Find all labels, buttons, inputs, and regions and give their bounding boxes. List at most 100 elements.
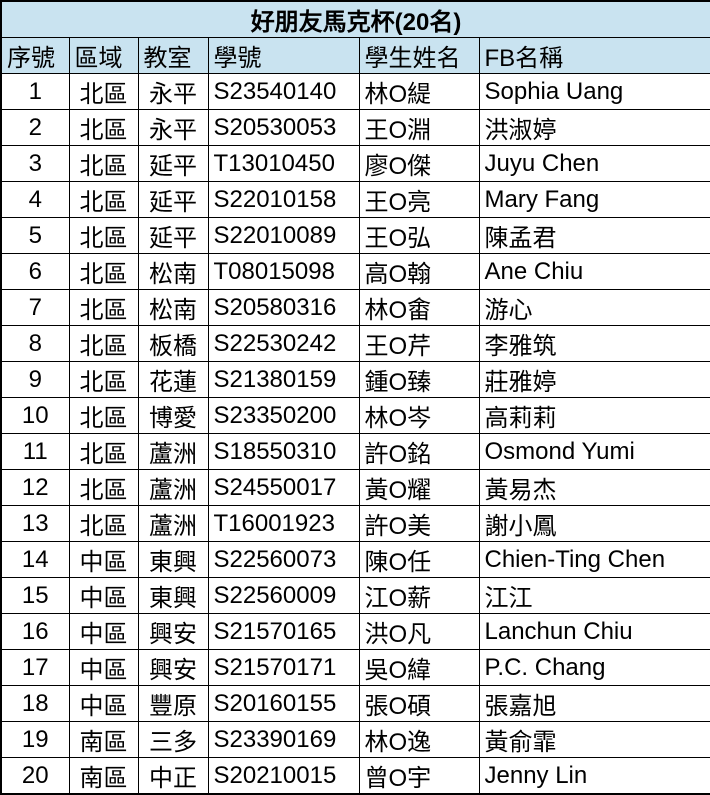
header-region: 區域 — [68, 37, 139, 74]
cell-student-id: S23540140 — [207, 73, 360, 110]
cell-fb-name: Juyu Chen — [478, 145, 710, 182]
cell-fb-name: Osmond Yumi — [478, 433, 710, 470]
cell-student-id: S20580316 — [207, 289, 360, 326]
cell-student-name: 張O碩 — [358, 685, 480, 722]
table-row: 5 北區 延平 S22010089 王O弘 陳孟君 — [0, 217, 710, 254]
cell-student-id: S22560009 — [207, 577, 360, 614]
cell-no: 17 — [0, 649, 70, 686]
cell-region: 北區 — [68, 109, 139, 146]
cell-region: 北區 — [68, 505, 139, 542]
cell-region: 北區 — [68, 289, 139, 326]
table-row: 10 北區 博愛 S23350200 林O岑 高莉莉 — [0, 397, 710, 434]
cell-region: 南區 — [68, 757, 139, 795]
cell-student-id: S21570171 — [207, 649, 360, 686]
table-row: 4 北區 延平 S22010158 王O亮 Mary Fang — [0, 181, 710, 218]
table-row: 13 北區 蘆洲 T16001923 許O美 謝小鳳 — [0, 505, 710, 542]
cell-classroom: 蘆洲 — [137, 505, 209, 542]
table-row: 6 北區 松南 T08015098 高O翰 Ane Chiu — [0, 253, 710, 290]
cell-no: 4 — [0, 181, 70, 218]
cell-no: 18 — [0, 685, 70, 722]
table-row: 19 南區 三多 S23390169 林O逸 黃俞霏 — [0, 721, 710, 758]
cell-classroom: 永平 — [137, 109, 209, 146]
cell-student-id: S21570165 — [207, 613, 360, 650]
cell-classroom: 興安 — [137, 649, 209, 686]
cell-no: 7 — [0, 289, 70, 326]
cell-no: 8 — [0, 325, 70, 362]
cell-student-name: 王O弘 — [358, 217, 480, 254]
cell-student-id: T13010450 — [207, 145, 360, 182]
cell-no: 3 — [0, 145, 70, 182]
cell-classroom: 三多 — [137, 721, 209, 758]
table-row: 11 北區 蘆洲 S18550310 許O銘 Osmond Yumi — [0, 433, 710, 470]
cell-no: 19 — [0, 721, 70, 758]
cell-classroom: 博愛 — [137, 397, 209, 434]
cell-student-id: S18550310 — [207, 433, 360, 470]
cell-no: 5 — [0, 217, 70, 254]
cell-student-name: 江O薪 — [358, 577, 480, 614]
cell-student-name: 高O翰 — [358, 253, 480, 290]
cell-region: 中區 — [68, 577, 139, 614]
header-fb-name: FB名稱 — [478, 37, 710, 74]
cell-fb-name: Lanchun Chiu — [478, 613, 710, 650]
table-row: 3 北區 延平 T13010450 廖O傑 Juyu Chen — [0, 145, 710, 182]
cell-student-name: 廖O傑 — [358, 145, 480, 182]
cell-fb-name: 陳孟君 — [478, 217, 710, 254]
cell-student-name: 吳O緯 — [358, 649, 480, 686]
cell-student-id: S22530242 — [207, 325, 360, 362]
cell-region: 中區 — [68, 541, 139, 578]
cell-no: 2 — [0, 109, 70, 146]
cell-student-id: S20160155 — [207, 685, 360, 722]
cell-fb-name: 黃易杰 — [478, 469, 710, 506]
cell-fb-name: Mary Fang — [478, 181, 710, 218]
cell-region: 北區 — [68, 397, 139, 434]
cell-student-name: 許O美 — [358, 505, 480, 542]
table-title: 好朋友馬克杯(20名) — [0, 0, 710, 38]
cell-region: 中區 — [68, 685, 139, 722]
cell-fb-name: 莊雅婷 — [478, 361, 710, 398]
cell-student-name: 鍾O臻 — [358, 361, 480, 398]
table-row: 12 北區 蘆洲 S24550017 黃O耀 黃易杰 — [0, 469, 710, 506]
cell-region: 北區 — [68, 73, 139, 110]
cell-student-name: 黃O耀 — [358, 469, 480, 506]
cell-classroom: 蘆洲 — [137, 433, 209, 470]
table-row: 1 北區 永平 S23540140 林O緹 Sophia Uang — [0, 73, 710, 110]
cell-fb-name: Chien-Ting Chen — [478, 541, 710, 578]
cell-no: 13 — [0, 505, 70, 542]
cell-fb-name: 洪淑婷 — [478, 109, 710, 146]
cell-classroom: 松南 — [137, 253, 209, 290]
cell-classroom: 豐原 — [137, 685, 209, 722]
cell-fb-name: 高莉莉 — [478, 397, 710, 434]
cell-region: 北區 — [68, 217, 139, 254]
header-classroom: 教室 — [137, 37, 209, 74]
cell-student-name: 王O芹 — [358, 325, 480, 362]
cell-student-name: 洪O凡 — [358, 613, 480, 650]
cell-student-id: S24550017 — [207, 469, 360, 506]
cell-classroom: 延平 — [137, 181, 209, 218]
table-body: 1 北區 永平 S23540140 林O緹 Sophia Uang 2 北區 永平 S205300… — [0, 73, 710, 795]
cell-fb-name: 黃俞霏 — [478, 721, 710, 758]
table-row: 17 中區 興安 S21570171 吳O緯 P.C. Chang — [0, 649, 710, 686]
table-row: 2 北區 永平 S20530053 王O淵 洪淑婷 — [0, 109, 710, 146]
cell-student-id: T16001923 — [207, 505, 360, 542]
cell-classroom: 興安 — [137, 613, 209, 650]
cell-region: 北區 — [68, 325, 139, 362]
cell-region: 北區 — [68, 145, 139, 182]
cell-student-name: 林O岑 — [358, 397, 480, 434]
cell-classroom: 東興 — [137, 577, 209, 614]
cell-student-name: 林O逸 — [358, 721, 480, 758]
cell-fb-name: 張嘉旭 — [478, 685, 710, 722]
cell-region: 北區 — [68, 469, 139, 506]
cell-classroom: 蘆洲 — [137, 469, 209, 506]
cell-no: 10 — [0, 397, 70, 434]
cell-region: 北區 — [68, 361, 139, 398]
table-title-row: 好朋友馬克杯(20名) — [0, 0, 710, 38]
table-row: 18 中區 豐原 S20160155 張O碩 張嘉旭 — [0, 685, 710, 722]
table-row: 7 北區 松南 S20580316 林O畬 游心 — [0, 289, 710, 326]
table-row: 14 中區 東興 S22560073 陳O任 Chien-Ting Chen — [0, 541, 710, 578]
cell-fb-name: 江江 — [478, 577, 710, 614]
cell-fb-name: Sophia Uang — [478, 73, 710, 110]
cell-student-id: S22010089 — [207, 217, 360, 254]
cell-student-name: 林O畬 — [358, 289, 480, 326]
cell-region: 北區 — [68, 181, 139, 218]
cell-classroom: 中正 — [137, 757, 209, 795]
